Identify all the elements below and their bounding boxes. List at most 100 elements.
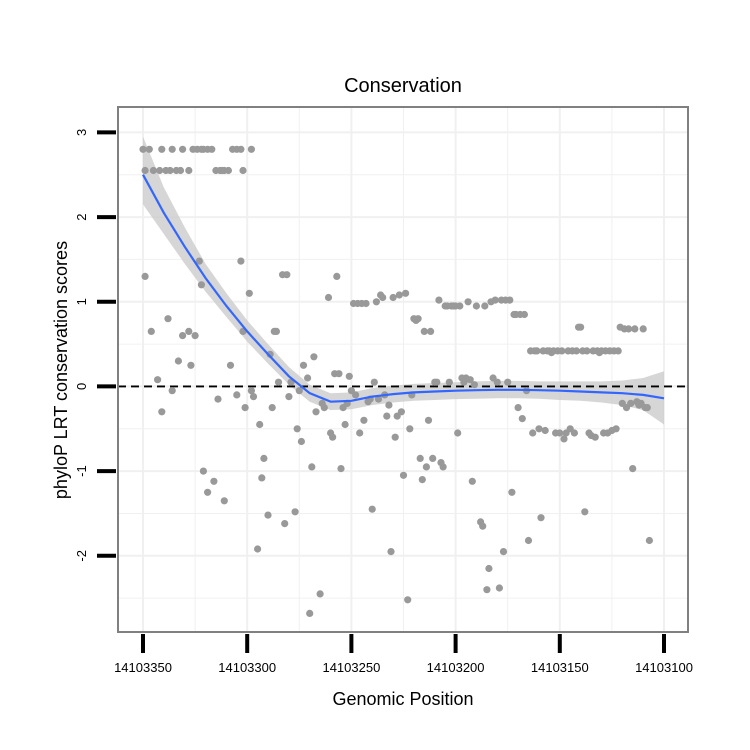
data-point [164,315,172,323]
data-point [147,327,155,335]
data-point [612,425,620,433]
data-point [583,347,591,355]
smooth-fit-line [142,174,665,403]
data-point [577,323,585,331]
data-point [537,514,545,522]
data-point [439,463,447,471]
data-point [156,166,164,175]
data-point [197,281,205,289]
data-point [362,299,370,308]
data-point [481,302,489,310]
data-point [141,272,149,280]
data-point [187,361,195,369]
data-point [643,404,651,412]
data-point [424,416,433,424]
data-point [245,289,253,297]
data-point [274,378,283,386]
data-point [529,429,537,437]
data-point [385,401,393,409]
y-axis-label: phyloP LRT conservation scores [51,241,71,499]
data-point [174,357,182,365]
data-point [185,166,193,175]
data-point [199,467,207,475]
data-point [418,476,426,484]
data-point [233,391,241,399]
data-point [299,361,308,369]
data-point [591,433,599,441]
data-point [176,166,185,175]
x-axis-label: Genomic Position [332,689,473,709]
data-point [179,332,187,340]
data-point [485,564,493,573]
data-point [352,391,360,399]
data-point [466,376,474,384]
data-point [306,609,314,618]
data-point [158,145,166,153]
data-point [195,257,203,265]
data-point [470,381,478,389]
data-point [570,429,579,437]
data-point [224,166,232,175]
data-point [208,145,216,153]
data-point [541,426,549,435]
data-point [310,353,318,361]
data-point [627,399,635,407]
x-axis: 14103350 14103300 14103250 14103200 14103150… [114,634,693,675]
data-point [483,586,491,594]
y-tick-label: 3 [74,129,89,136]
x-tick-label: 14103350 [114,660,172,675]
data-point [372,298,380,306]
data-point [614,347,622,355]
data-point [414,315,422,323]
data-point [395,291,403,299]
data-point [214,395,222,403]
data-point [335,370,343,378]
data-point [139,145,147,153]
data-point [166,166,174,175]
data-point [247,145,255,153]
data-point [389,293,397,302]
data-point [141,166,149,175]
data-point [631,325,639,333]
data-point [260,454,268,462]
data-point [491,296,499,304]
data-point [556,429,564,437]
data-point [239,166,247,175]
data-point [472,302,480,310]
data-point [168,387,176,395]
data-point [535,425,543,433]
data-point [625,325,633,333]
data-point [402,289,410,297]
data-point [283,271,291,279]
data-point [337,465,345,473]
confidence-band-area [143,136,664,425]
data-point [560,435,568,443]
data-point [254,545,262,553]
data-point [308,463,316,471]
data-point [456,302,464,310]
y-tick-label: 2 [74,213,89,220]
data-point [572,347,581,355]
data-point [210,477,218,485]
data-point [468,477,476,485]
data-point [356,429,364,437]
data-point [639,325,647,333]
data-point [370,378,378,386]
chart-title: Conservation [344,75,462,97]
data-point [504,378,512,386]
data-point [514,404,522,412]
data-point [464,298,472,306]
data-point [399,471,408,479]
data-point [520,310,529,319]
smooth-line-path [142,174,665,403]
data-point [558,347,566,355]
data-point [291,508,299,516]
data-point [645,536,654,545]
y-tick-label: 1 [74,298,89,305]
data-point [333,272,341,280]
data-point [341,420,349,429]
data-point [397,408,405,416]
data-point [268,404,276,412]
data-point [379,293,387,302]
x-tick-label: 14103250 [322,660,380,675]
